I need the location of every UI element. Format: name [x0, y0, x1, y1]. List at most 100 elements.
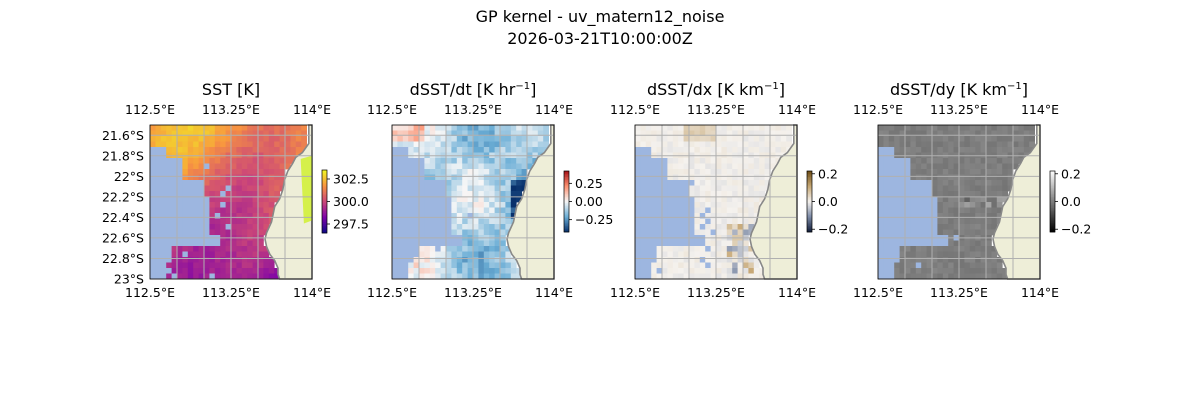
heatmap-cell: [187, 196, 194, 203]
heatmap-cell: [220, 158, 226, 164]
heatmap-cell: [456, 224, 463, 230]
heatmap-cell: [716, 218, 722, 225]
heatmap-cell: [193, 202, 199, 208]
heatmap-cell: [532, 141, 539, 148]
heatmap-cell: [397, 273, 404, 280]
heatmap-cell: [915, 224, 922, 230]
heatmap-cell: [462, 191, 468, 197]
heatmap-cell: [478, 191, 485, 197]
heatmap-cell: [710, 202, 717, 208]
heatmap-cell: [408, 180, 414, 186]
heatmap-cell: [710, 147, 717, 153]
heatmap-cell: [672, 229, 679, 236]
heatmap-cell: [231, 163, 237, 170]
heatmap-cell: [456, 257, 463, 263]
heatmap-cell: [748, 147, 755, 153]
heatmap-cell: [726, 141, 733, 148]
heatmap-cell: [532, 130, 539, 137]
heatmap-cell: [494, 136, 501, 142]
heatmap-cell: [770, 125, 776, 131]
heatmap-cell: [910, 257, 917, 263]
heatmap-cell: [969, 141, 976, 148]
heatmap-cell: [467, 185, 474, 192]
heatmap-cell: [214, 130, 221, 137]
heatmap-cell: [252, 229, 259, 236]
heatmap-cell: [926, 224, 933, 230]
heatmap-cell: [878, 130, 884, 137]
heatmap-cell: [991, 202, 998, 208]
heatmap-cell: [710, 224, 717, 230]
heatmap-cell: [937, 180, 944, 186]
heatmap-cell: [986, 246, 992, 252]
heatmap-cell: [150, 125, 156, 131]
heatmap-cell: [209, 174, 216, 181]
heatmap-cell: [435, 158, 441, 164]
heatmap-cell: [225, 229, 232, 236]
heatmap-cell: [408, 246, 414, 252]
heatmap-cell: [247, 136, 253, 142]
heatmap-cell: [743, 229, 749, 236]
heatmap-cell: [748, 257, 755, 263]
heatmap-cell: [166, 262, 172, 269]
heatmap-cell: [510, 273, 517, 280]
heatmap-cell: [204, 136, 210, 142]
heatmap-cell: [505, 169, 512, 175]
heatmap-cell: [915, 130, 922, 137]
colorbar-segment: [564, 187, 569, 190]
heatmap-cell: [753, 191, 760, 197]
heatmap-cell: [231, 147, 237, 153]
heatmap-cell: [402, 163, 409, 170]
heatmap-cell: [786, 136, 792, 142]
heatmap-cell: [635, 229, 641, 236]
heatmap-cell: [489, 246, 495, 252]
heatmap-cell: [451, 147, 458, 153]
heatmap-cell: [510, 185, 517, 192]
heatmap-cell: [678, 262, 684, 269]
heatmap-cell: [171, 191, 178, 197]
heatmap-cell: [975, 130, 981, 137]
heatmap-cell: [462, 196, 468, 203]
heatmap-cell: [694, 207, 701, 214]
heatmap-cell: [182, 202, 189, 208]
heatmap-cell: [483, 180, 490, 186]
heatmap-cell: [171, 229, 178, 236]
heatmap-cell: [429, 213, 436, 219]
heatmap-cell: [645, 158, 652, 164]
heatmap-cell: [705, 218, 711, 225]
heatmap-cell: [419, 196, 425, 203]
heatmap-cell: [177, 180, 183, 186]
heatmap-cell: [516, 174, 522, 181]
heatmap-cell: [640, 125, 647, 131]
heatmap-cell: [937, 207, 944, 214]
heatmap-cell: [187, 158, 194, 164]
heatmap-cell: [678, 125, 684, 131]
heatmap-cell: [942, 251, 949, 258]
heatmap-cell: [667, 268, 674, 274]
heatmap-cell: [678, 246, 684, 252]
heatmap-cell: [402, 141, 409, 148]
heatmap-cell: [451, 125, 458, 131]
heatmap-cell: [160, 180, 167, 186]
heatmap-cell: [937, 246, 944, 252]
heatmap-cell: [651, 251, 657, 258]
heatmap-cell: [258, 218, 264, 225]
heatmap-cell: [500, 125, 506, 131]
heatmap-cell: [424, 196, 431, 203]
heatmap-cell: [753, 262, 760, 269]
heatmap-cell: [726, 229, 733, 236]
heatmap-cell: [910, 240, 917, 247]
heatmap-cell: [743, 268, 749, 274]
heatmap-cell: [716, 240, 722, 247]
heatmap-cell: [193, 158, 199, 164]
heatmap-cell: [651, 185, 657, 192]
heatmap-cell: [166, 268, 172, 274]
heatmap-cell: [456, 218, 463, 225]
heatmap-cell: [640, 251, 647, 258]
heatmap-cell: [732, 174, 738, 181]
heatmap-cell: [193, 163, 199, 170]
heatmap-cell: [537, 136, 544, 142]
heatmap-cell: [656, 273, 663, 280]
colorbar-segment: [322, 170, 327, 172]
heatmap-cell: [894, 229, 900, 236]
heatmap-cell: [225, 163, 232, 170]
